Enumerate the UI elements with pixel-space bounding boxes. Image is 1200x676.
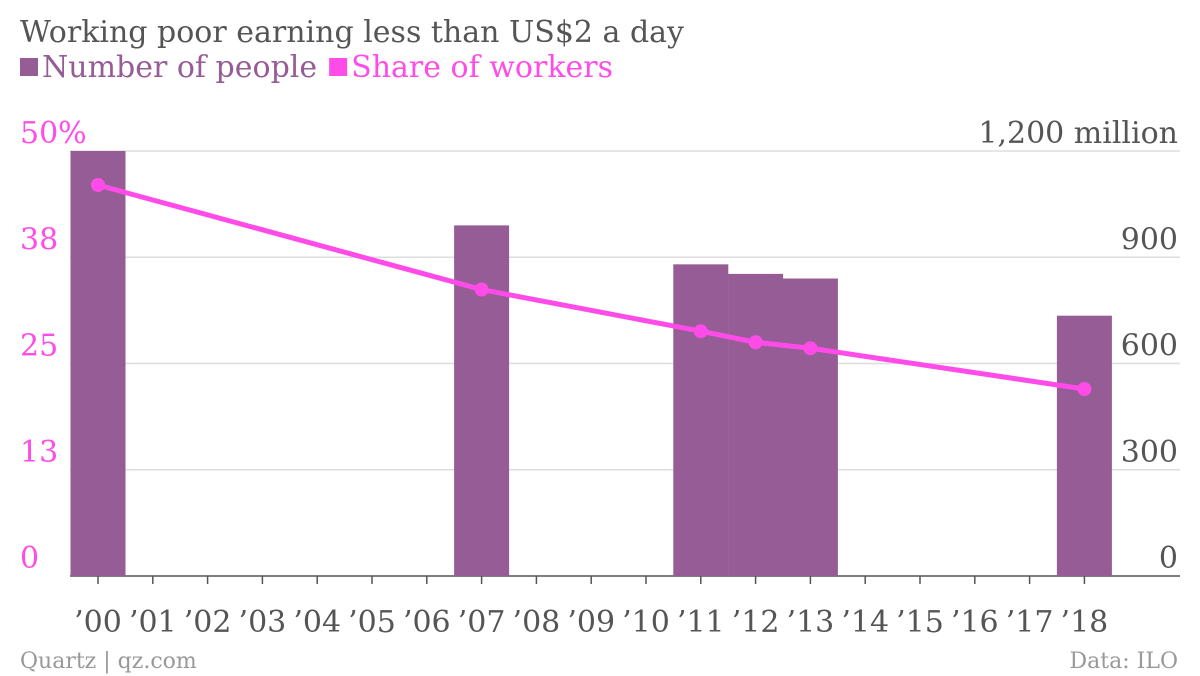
legend: Number of people Share of workers — [20, 50, 613, 85]
chart-title: Working poor earning less than US$2 a da… — [20, 15, 684, 50]
line-point — [693, 324, 708, 339]
bar — [782, 278, 838, 576]
right-axis: 1,200 million 900 600 300 0 — [978, 116, 1178, 576]
line-point — [748, 335, 763, 350]
left-tick-label: 25 — [20, 329, 58, 364]
line-point — [474, 282, 489, 297]
left-tick-label: 0 — [20, 541, 39, 576]
left-tick-label: 38 — [20, 222, 58, 257]
x-tick-label: ’02 — [184, 605, 232, 640]
bar — [454, 225, 510, 576]
x-tick-label: ’07 — [458, 605, 506, 640]
share-line — [91, 178, 1092, 396]
x-tick-label: ’00 — [74, 605, 122, 640]
x-tick-label: ’17 — [1006, 605, 1054, 640]
x-tick-label: ’12 — [732, 605, 780, 640]
legend-label-share-of-workers: Share of workers — [351, 50, 613, 85]
x-tick-label: ’06 — [403, 605, 451, 640]
right-tick-label: 0 — [1159, 541, 1178, 576]
x-tick-label: ’13 — [787, 605, 835, 640]
x-tick-label: ’01 — [129, 605, 177, 640]
x-tick-label: ’11 — [677, 605, 725, 640]
gridlines — [70, 150, 1180, 577]
left-tick-label: 13 — [20, 435, 58, 470]
line-point — [1077, 382, 1092, 396]
bar — [70, 151, 126, 576]
left-tick-label: 50% — [20, 116, 87, 151]
left-axis: 50% 38 25 13 0 — [20, 116, 87, 576]
x-tick-label: ’09 — [567, 605, 615, 640]
right-tick-label: 1,200 million — [978, 116, 1178, 151]
legend-label-number-of-people: Number of people — [42, 50, 317, 85]
legend-swatch-number-of-people — [20, 58, 38, 76]
bar — [728, 273, 784, 576]
share-line-path — [97, 182, 1085, 392]
right-tick-label: 600 — [1121, 329, 1178, 364]
x-tick-label: ’18 — [1061, 605, 1109, 640]
x-tick-label: ’10 — [622, 605, 670, 640]
x-axis: ’00’01’02’03’04’05’06’07’08’09’10’11’12’… — [74, 576, 1108, 640]
legend-swatch-share-of-workers — [329, 58, 348, 76]
bar — [673, 264, 729, 576]
bar — [1056, 315, 1112, 576]
right-tick-label: 900 — [1121, 222, 1178, 257]
bars — [70, 151, 1112, 576]
line-point — [803, 341, 818, 356]
x-tick-label: ’03 — [239, 605, 287, 640]
source-right: Data: ILO — [1070, 649, 1178, 674]
x-tick-label: ’08 — [513, 605, 561, 640]
x-tick-label: ’16 — [951, 605, 999, 640]
x-tick-label: ’04 — [293, 605, 341, 640]
x-tick-label: ’14 — [841, 605, 889, 640]
x-tick-label: ’15 — [896, 605, 944, 640]
source-left: Quartz | qz.com — [20, 649, 197, 674]
right-tick-label: 300 — [1121, 435, 1178, 470]
line-point — [91, 178, 105, 192]
x-tick-label: ’05 — [348, 605, 396, 640]
